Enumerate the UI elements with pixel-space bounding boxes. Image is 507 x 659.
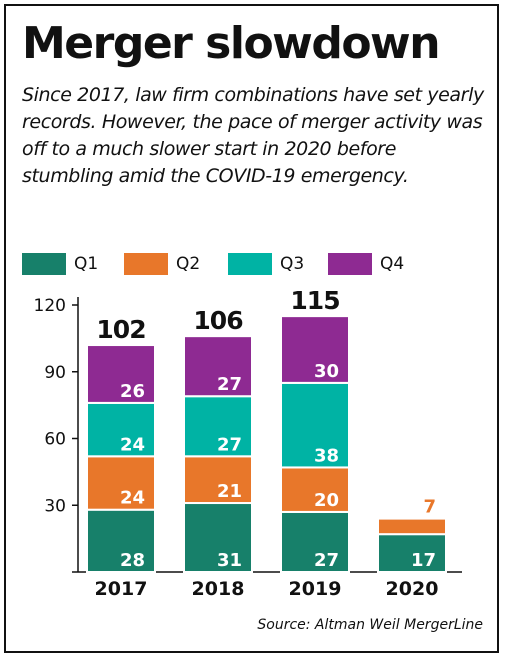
bar-total-label: 102 [96, 315, 145, 344]
bar-value-label: 30 [314, 361, 339, 382]
x-tick-label: 2020 [386, 578, 439, 600]
bar-value-label: 26 [120, 381, 145, 402]
bar-value-label: 28 [120, 550, 145, 571]
legend-label-q4: Q4 [380, 254, 405, 274]
bar-value-label: 27 [217, 434, 242, 455]
bar-segment-2017-q2 [86, 455, 156, 511]
bar-value-label: 20 [314, 490, 339, 511]
bar-value-label: 24 [120, 488, 145, 509]
source-note: Source: Altman Weil MergerLine [257, 617, 483, 633]
bar-value-label: 17 [411, 550, 436, 571]
y-tick-label: 90 [44, 363, 66, 383]
bar-value-label: 27 [217, 374, 242, 395]
bar-value-label: 24 [120, 434, 145, 455]
y-tick-label: 30 [44, 496, 66, 516]
bar-value-label: 38 [314, 445, 339, 466]
chart-subtitle: Since 2017, law firm combinations have s… [22, 84, 484, 187]
bar-value-label: 27 [314, 550, 339, 571]
bar-segment-2018-q1 [183, 502, 253, 573]
x-tick-label: 2018 [192, 578, 245, 600]
legend-swatch-q1 [22, 253, 66, 275]
bar-segment-2018-q2 [183, 455, 253, 505]
legend-swatch-q4 [328, 253, 372, 275]
bar-segment-2020-q2 [377, 517, 447, 536]
x-tick-label: 2019 [289, 578, 342, 600]
bar-segment-2019-q1 [280, 510, 350, 573]
legend-label-q1: Q1 [74, 254, 99, 274]
bar-value-label: 7 [423, 497, 436, 518]
bar-segment-2017-q1 [86, 508, 156, 574]
bar-segment-2017-q4 [86, 344, 156, 404]
bar-segment-2019-q3 [280, 381, 350, 469]
bar-total-label: 115 [290, 286, 339, 315]
legend: Q1 Q2 Q3 Q4 [22, 253, 492, 277]
y-tick-label: 60 [44, 430, 66, 450]
legend-swatch-q3 [228, 253, 272, 275]
legend-label-q3: Q3 [280, 254, 305, 274]
y-tick-label: 120 [34, 296, 66, 316]
bar-total-label: 106 [193, 306, 243, 335]
bar-segment-2018-q4 [183, 335, 253, 398]
bar-value-label: 21 [217, 481, 242, 502]
x-tick-label: 2017 [95, 578, 148, 600]
bar-value-label: 31 [217, 550, 242, 571]
chart-title: Merger slowdown [22, 18, 441, 69]
bar-segment-2020-q1 [377, 533, 447, 573]
legend-swatch-q2 [124, 253, 168, 275]
legend-label-q2: Q2 [176, 254, 201, 274]
bar-segment-2019-q4 [280, 315, 350, 384]
